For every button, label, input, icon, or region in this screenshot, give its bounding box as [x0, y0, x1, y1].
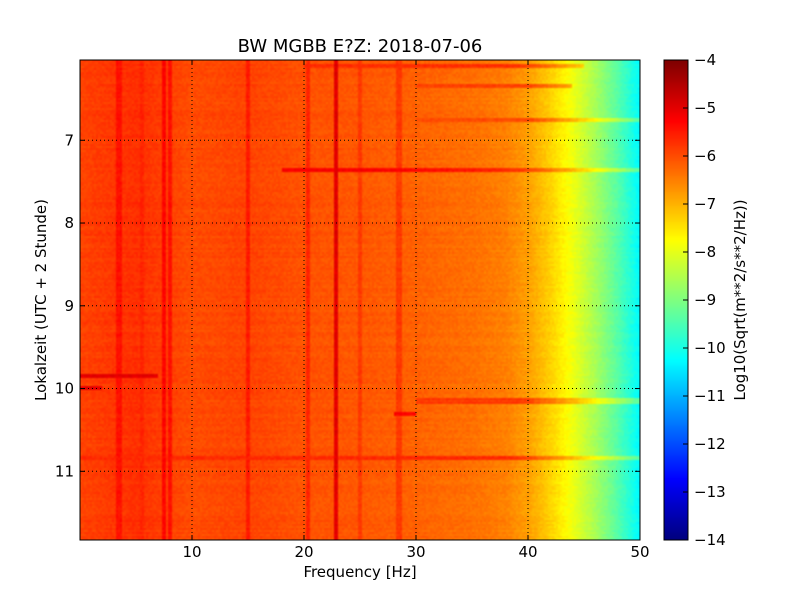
plot-frame — [79, 59, 641, 541]
colorbar-tick-label: −8 — [694, 243, 716, 261]
y-axis-ticks: 7 8 9 10 11 — [55, 131, 640, 480]
grid-lines — [80, 60, 640, 540]
colorbar-tick-label: −9 — [694, 291, 716, 309]
x-tick-label: 20 — [294, 543, 313, 561]
y-axis-label: Lokalzeit (UTC + 2 Stunde) — [32, 199, 50, 401]
x-tick-label: 40 — [518, 543, 537, 561]
x-axis-label: Frequency [Hz] — [303, 563, 416, 581]
colorbar-tick-label: −12 — [694, 435, 726, 453]
y-tick-label: 11 — [55, 462, 74, 480]
x-axis-ticks: 10 20 30 40 50 — [182, 60, 650, 561]
y-tick-label: 7 — [64, 131, 74, 149]
y-tick-label: 9 — [64, 297, 74, 315]
plot-area: 10 20 30 40 50 7 8 9 10 11 — [55, 59, 650, 561]
chart-title: BW MGBB E?Z: 2018-07-06 — [238, 36, 483, 57]
colorbar-tick-label: −11 — [694, 387, 726, 405]
colorbar-ticks: −4 −5 −6 −7 −8 −9 −10 −11 −12 −13 −14 — [683, 51, 726, 549]
y-tick-label: 8 — [64, 214, 74, 232]
colorbar-tick-label: −7 — [694, 195, 716, 213]
colorbar-tick-label: −13 — [694, 483, 726, 501]
x-tick-label: 30 — [406, 543, 425, 561]
spectrogram-heatmap — [80, 60, 640, 540]
y-tick-label: 10 — [55, 380, 74, 398]
colorbar-tick-label: −5 — [694, 99, 716, 117]
x-tick-label: 50 — [630, 543, 649, 561]
colorbar: −4 −5 −6 −7 −8 −9 −10 −11 −12 −13 −14 — [663, 51, 726, 549]
x-tick-label: 10 — [182, 543, 201, 561]
colorbar-tick-label: −6 — [694, 147, 716, 165]
colorbar-tick-label: −10 — [694, 339, 726, 357]
colorbar-label: Log10(Sqrt(m**2/s**2/Hz)) — [731, 199, 749, 400]
colorbar-tick-label: −4 — [694, 51, 716, 69]
colorbar-tick-label: −14 — [694, 531, 726, 549]
